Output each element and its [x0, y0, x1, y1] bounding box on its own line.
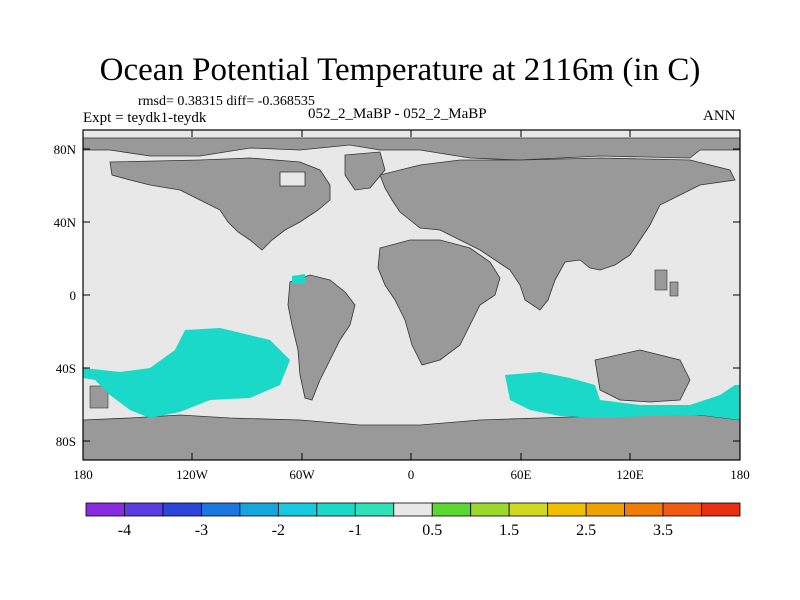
- lon-tick-label: 180: [73, 467, 93, 482]
- experiment-label: Expt = teydk1-teydk: [83, 110, 207, 126]
- island: [669, 281, 679, 297]
- greenland: [344, 151, 386, 191]
- island: [654, 269, 668, 291]
- lat-tick-label: 0: [70, 288, 77, 303]
- eurasia: [379, 157, 736, 311]
- season-label: ANN: [703, 108, 736, 124]
- latitude-axis: 80N 40N 0 40S 80S: [54, 142, 740, 449]
- colorbar-swatch: [124, 502, 164, 517]
- run-label: 052_2_MaBP - 052_2_MaBP: [308, 106, 487, 122]
- colorbar-swatch: [85, 502, 125, 517]
- longitude-axis: 180 120W 60W 0 60E 120E 180: [73, 130, 750, 482]
- africa: [377, 239, 501, 366]
- colorbar-swatch: [624, 502, 664, 517]
- colorbar-label: 1.5: [499, 522, 519, 539]
- lon-tick-label: 120W: [176, 467, 209, 482]
- lat-tick-label: 40N: [54, 215, 77, 230]
- colorbar-swatch: [508, 502, 549, 517]
- colorbar-swatch: [393, 502, 433, 517]
- colorbar-swatch: [431, 502, 472, 517]
- lon-tick-label: 60W: [289, 467, 315, 482]
- colorbar-label: 3.5: [653, 522, 673, 539]
- map-title: Ocean Potential Temperature at 2116m (in…: [99, 52, 701, 88]
- anomaly-spot: [292, 274, 305, 284]
- colorbar-swatch: [470, 502, 510, 517]
- arctic-landmass: [82, 137, 741, 161]
- colorbar-label: -4: [118, 522, 131, 539]
- colorbar-label: -2: [272, 522, 285, 539]
- stats-label: rmsd= 0.38315 diff= -0.368535: [138, 94, 315, 109]
- colorbar-label: -3: [195, 522, 208, 539]
- lat-tick-label: 40S: [56, 361, 76, 376]
- colorbar-label: 0.5: [422, 522, 442, 539]
- lon-tick-label: 180: [730, 467, 750, 482]
- lon-tick-label: 120E: [616, 467, 644, 482]
- colorbar-swatch: [547, 502, 587, 517]
- australia: [594, 349, 691, 403]
- island: [89, 385, 109, 409]
- north-america: [109, 157, 331, 251]
- colorbar-swatch: [354, 502, 395, 517]
- colorbar-swatch: [662, 502, 702, 517]
- colorbar-swatch: [585, 502, 625, 517]
- lon-tick-label: 60E: [511, 467, 532, 482]
- colorbar-label: 2.5: [576, 522, 596, 539]
- colorbar-swatch: [701, 502, 741, 517]
- colorbar-swatch: [277, 502, 318, 517]
- hudson-bay: [279, 171, 306, 187]
- colorbar-swatch: [201, 502, 241, 517]
- colorbar-label: -1: [349, 522, 362, 539]
- lat-tick-label: 80S: [56, 434, 76, 449]
- lat-tick-label: 80N: [54, 142, 77, 157]
- anomaly-region-indian: [505, 372, 740, 420]
- colorbar-swatch: [162, 502, 202, 517]
- colorbar-swatch: [239, 502, 279, 517]
- south-america: [287, 274, 356, 401]
- lon-tick-label: 0: [408, 467, 415, 482]
- anomaly-region-pacific: [83, 328, 290, 418]
- colorbar-swatch: [316, 502, 356, 517]
- colorbar: -4 -3 -2 -1 0.5 1.5 2.5 3.5: [85, 502, 741, 539]
